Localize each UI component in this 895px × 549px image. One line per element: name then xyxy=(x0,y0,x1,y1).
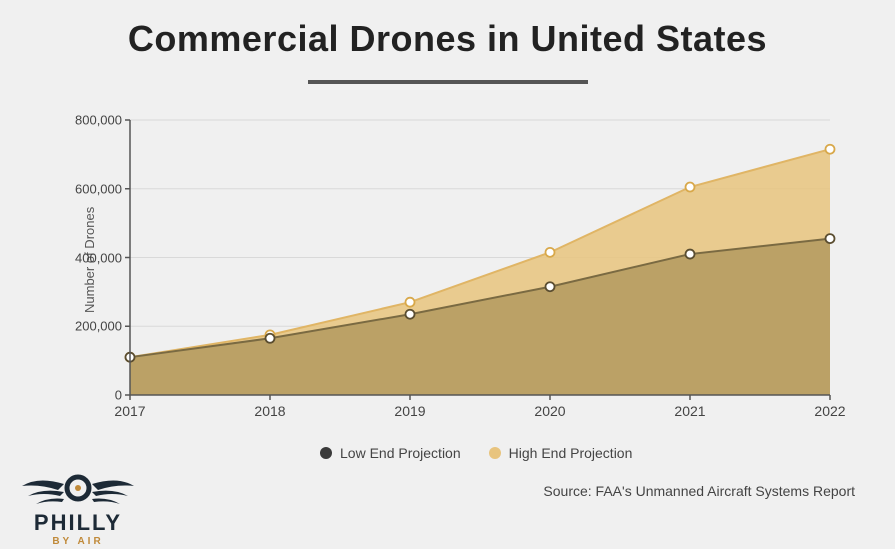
y-tick-label: 0 xyxy=(115,388,122,403)
y-tick-label: 400,000 xyxy=(75,250,122,265)
legend-label-low: Low End Projection xyxy=(340,445,461,461)
legend-item-high: High End Projection xyxy=(489,445,633,461)
x-tick-label: 2022 xyxy=(814,403,845,419)
legend-label-high: High End Projection xyxy=(509,445,633,461)
y-tick-label: 600,000 xyxy=(75,181,122,196)
logo-subtitle: BY AIR xyxy=(8,536,148,547)
source-attribution: Source: FAA's Unmanned Aircraft Systems … xyxy=(543,483,855,499)
legend: Low End Projection High End Projection xyxy=(320,445,632,461)
x-tick-label: 2020 xyxy=(534,403,565,419)
legend-swatch-low xyxy=(320,447,332,459)
legend-swatch-high xyxy=(489,447,501,459)
x-tick-label: 2018 xyxy=(254,403,285,419)
area-chart-svg xyxy=(130,120,830,395)
x-tick-label: 2019 xyxy=(394,403,425,419)
chart-title: Commercial Drones in United States xyxy=(0,18,895,60)
x-tick-label: 2021 xyxy=(674,403,705,419)
wings-icon xyxy=(18,464,138,512)
legend-item-low: Low End Projection xyxy=(320,445,461,461)
title-underline xyxy=(308,80,588,84)
y-tick-label: 200,000 xyxy=(75,319,122,334)
chart-area: Number of Drones 0200,000400,000600,0008… xyxy=(130,120,830,395)
x-tick-label: 2017 xyxy=(114,403,145,419)
logo-brand-text: PHILLY xyxy=(8,510,148,536)
y-tick-label: 800,000 xyxy=(75,113,122,128)
brand-logo: PHILLY BY AIR xyxy=(8,464,148,547)
